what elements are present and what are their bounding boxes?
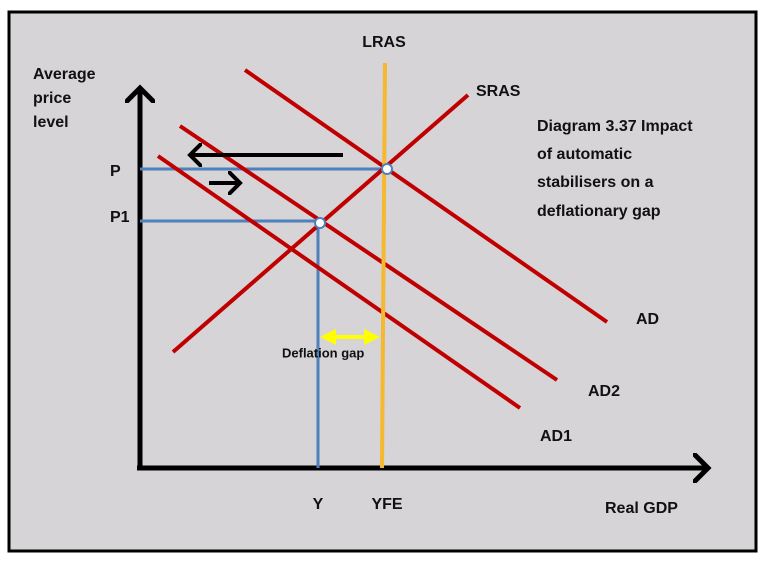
price-label: P [110,163,121,180]
equilibrium-point [314,217,326,229]
caption: deflationary gap [537,203,661,220]
caption: stabilisers on a [537,174,654,191]
lras-label: LRAS [362,34,406,51]
caption: Diagram 3.37 Impact [537,118,693,135]
ad-label: AD1 [540,428,572,445]
lras-curve [380,62,387,469]
output-label: Y [313,496,324,513]
y-axis-label: Average [33,66,96,83]
x-axis-label: Real GDP [605,500,678,517]
sras-label: SRAS [476,83,521,100]
y-axis-label: price [33,90,71,107]
caption: of automatic [537,146,632,163]
price-label: P1 [110,209,130,226]
ad1-curve [156,154,522,410]
ad-curve [243,68,609,324]
guides [140,167,387,468]
gap-label: Deflation gap [282,345,364,360]
output-label: YFE [371,496,402,513]
ad-label: AD2 [588,383,620,400]
y-axis-label: level [33,114,69,131]
ad2-curve [178,124,559,382]
equilibrium-point [381,163,393,175]
ad-label: AD [636,311,659,328]
